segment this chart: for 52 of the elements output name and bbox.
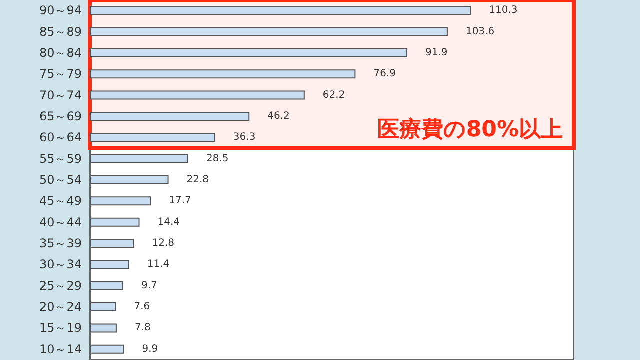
bar — [90, 27, 448, 36]
data-label: 9.9 — [142, 344, 158, 355]
bar — [90, 260, 130, 270]
y-tick-label: 50～54 — [39, 173, 82, 187]
data-label: 12.8 — [152, 238, 174, 250]
data-label: 62.2 — [322, 90, 346, 101]
bar — [90, 6, 472, 16]
data-label: 110.3 — [489, 5, 518, 16]
bar — [90, 281, 124, 290]
y-tick-label: 80～84 — [39, 46, 82, 60]
y-tick-label: 40～44 — [39, 215, 82, 230]
data-label: 17.7 — [169, 196, 192, 207]
y-tick-label: 10～14 — [39, 342, 82, 356]
data-label: 9.7 — [142, 280, 158, 292]
y-tick-label: 30～34 — [39, 258, 82, 272]
data-label: 14.4 — [158, 216, 180, 228]
data-label: 28.5 — [206, 153, 229, 164]
data-label: 91.9 — [426, 47, 448, 58]
y-tick-label: 70～74 — [39, 88, 82, 102]
bar — [90, 324, 117, 333]
bar — [90, 70, 356, 79]
bar — [90, 112, 250, 121]
data-label: 36.3 — [233, 132, 256, 144]
band-label: 医療費の80%以上 — [377, 116, 563, 143]
data-label: 103.6 — [466, 26, 495, 38]
data-label: 7.8 — [134, 322, 151, 334]
data-label: 22.8 — [186, 174, 210, 186]
bar — [90, 176, 169, 184]
y-tick-label: 20～24 — [39, 300, 82, 314]
y-tick-label: 55～59 — [39, 152, 82, 166]
bar — [90, 344, 124, 354]
data-label: 7.6 — [134, 302, 150, 313]
bar — [90, 196, 152, 206]
y-tick-label: 45～49 — [39, 194, 82, 208]
y-tick-label: 75～79 — [39, 67, 82, 82]
bar — [90, 133, 216, 142]
bar — [90, 48, 408, 58]
bar — [90, 218, 140, 227]
y-tick-label: 15～19 — [39, 321, 82, 336]
y-tick-label: 90～94 — [39, 4, 82, 18]
y-tick-label: 25～29 — [39, 278, 82, 293]
y-tick-label: 35～39 — [39, 236, 82, 251]
y-tick-label: 85～89 — [39, 24, 82, 39]
bar — [90, 239, 134, 248]
y-tick-label: 65～69 — [39, 109, 82, 124]
data-label: 46.2 — [268, 110, 290, 122]
bar — [90, 154, 188, 164]
bar — [90, 302, 116, 312]
data-label: 76.9 — [374, 68, 396, 80]
y-tick-label: 60～64 — [39, 130, 82, 145]
bar — [90, 90, 305, 100]
data-label: 11.4 — [147, 259, 170, 270]
